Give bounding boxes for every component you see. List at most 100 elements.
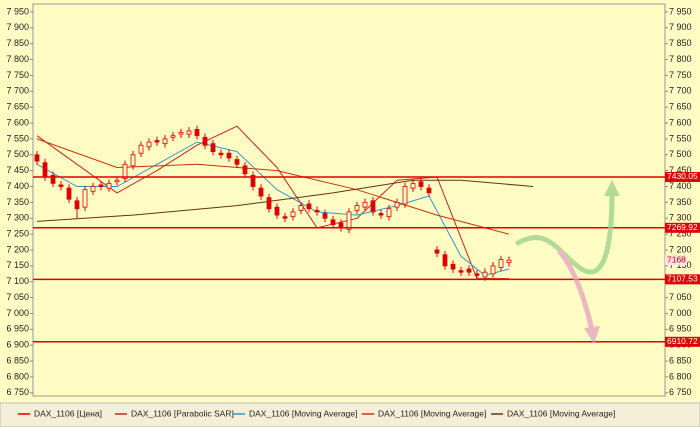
arrows	[515, 180, 620, 344]
candle-body	[250, 175, 256, 187]
candle-body	[186, 130, 192, 135]
candle-body	[306, 203, 312, 210]
candle-body	[226, 152, 232, 159]
y-tick-label: 7 950	[6, 6, 29, 16]
candle-body	[106, 182, 112, 189]
candle-body	[218, 152, 224, 156]
level-label-box	[665, 336, 700, 347]
legend-label: DAX_1106 [Moving Average]	[507, 408, 615, 418]
y-tick-label: 7 550	[6, 133, 29, 143]
candle-body	[42, 162, 48, 178]
candle-body	[498, 259, 504, 268]
y2-tick-label: 7 000	[669, 308, 692, 318]
y2-tick-label: 7 750	[669, 70, 692, 80]
y-tick-label: 7 900	[6, 22, 29, 32]
candle-body	[138, 144, 144, 154]
candle-body	[202, 136, 208, 146]
y2-tick-label: 7 300	[669, 213, 692, 223]
down-arrow-head	[584, 326, 600, 344]
candle-body	[314, 209, 320, 213]
candle-body	[114, 179, 120, 183]
indicator-line	[36, 179, 534, 222]
candle-body	[130, 154, 136, 167]
y-tick-label: 7 400	[6, 181, 29, 191]
y2-tick-label: 6 750	[669, 387, 692, 397]
legend-label: DAX_1106 [Parabolic SAR]	[131, 408, 234, 418]
y2-tick-label: 7 550	[669, 133, 692, 143]
candle-body	[242, 165, 248, 175]
candle-body	[90, 186, 96, 192]
candle-body	[122, 163, 128, 179]
y2-tick-label: 7 150	[669, 260, 692, 270]
y-tick-label: 6 950	[6, 324, 29, 334]
up-arrow-head	[604, 180, 620, 196]
down-arrow	[557, 249, 595, 333]
y-tick-label: 7 650	[6, 102, 29, 112]
candle-body	[162, 138, 168, 145]
y-tick-label: 7 450	[6, 165, 29, 175]
y-tick-label: 7 500	[6, 149, 29, 159]
candle-body	[282, 216, 288, 219]
plot-area	[32, 3, 666, 397]
y2-tick-label: 7 500	[669, 149, 692, 159]
y2-tick-label: 6 950	[669, 324, 692, 334]
candle-body	[298, 205, 304, 211]
y-tick-label: 7 350	[6, 197, 29, 207]
indicator-line	[36, 141, 510, 276]
candle-body	[98, 184, 104, 187]
y-tick-label: 7 150	[6, 260, 29, 270]
y-tick-label: 7 100	[6, 276, 29, 286]
legend	[0, 402, 700, 427]
y2-tick-label: 7 950	[669, 6, 692, 16]
candle-body	[362, 201, 368, 208]
candle-body	[74, 200, 80, 210]
level-label-box	[665, 274, 700, 285]
level-label: 7107.53	[667, 274, 698, 284]
candle-body	[482, 271, 488, 278]
candle-body	[418, 181, 424, 187]
y-tick-label: 6 800	[6, 371, 29, 381]
candle-body	[386, 208, 392, 218]
candle-body	[322, 213, 328, 219]
candle-body	[170, 135, 176, 138]
y2-tick-label: 6 850	[669, 355, 692, 365]
candle-body	[66, 187, 72, 200]
candle-body	[210, 143, 216, 152]
y2-tick-label: 7 900	[669, 22, 692, 32]
candle-body	[442, 254, 448, 267]
y2-tick-label: 7 250	[669, 228, 692, 238]
y2-tick-label: 7 050	[669, 292, 692, 302]
candle-body	[426, 187, 432, 194]
candle-body	[346, 211, 352, 230]
y-tick-label: 7 750	[6, 70, 29, 80]
y-tick-label: 7 300	[6, 213, 29, 223]
candle-body	[402, 186, 408, 205]
y2-tick-label: 7 700	[669, 86, 692, 96]
y2-tick-label: 6 800	[669, 371, 692, 381]
level-label: 6910.72	[667, 336, 698, 346]
candle-body	[330, 219, 336, 225]
price-label: 7168	[667, 254, 686, 264]
level-label: 7269.92	[667, 222, 698, 232]
y2-tick-label: 7 650	[669, 102, 692, 112]
candle-body	[290, 211, 296, 218]
legend-label: DAX_1106 [Moving Average]	[249, 408, 357, 418]
candle-body	[34, 154, 40, 162]
candle-body	[458, 270, 464, 273]
candle-body	[154, 140, 160, 143]
level-label-box	[665, 171, 700, 182]
legend-label: DAX_1106 [Цена]	[34, 408, 102, 418]
y-tick-label: 6 850	[6, 355, 29, 365]
candle-body	[466, 268, 472, 273]
y2-tick-label: 7 800	[669, 54, 692, 64]
candle-body	[50, 175, 56, 184]
candle-body	[394, 201, 400, 208]
candle-body	[146, 141, 152, 148]
level-label-box	[665, 222, 700, 233]
candle-body	[474, 273, 480, 276]
candle-body	[506, 259, 512, 264]
indicator-line	[36, 138, 510, 235]
y-tick-label: 7 800	[6, 54, 29, 64]
candle-body	[194, 128, 200, 137]
